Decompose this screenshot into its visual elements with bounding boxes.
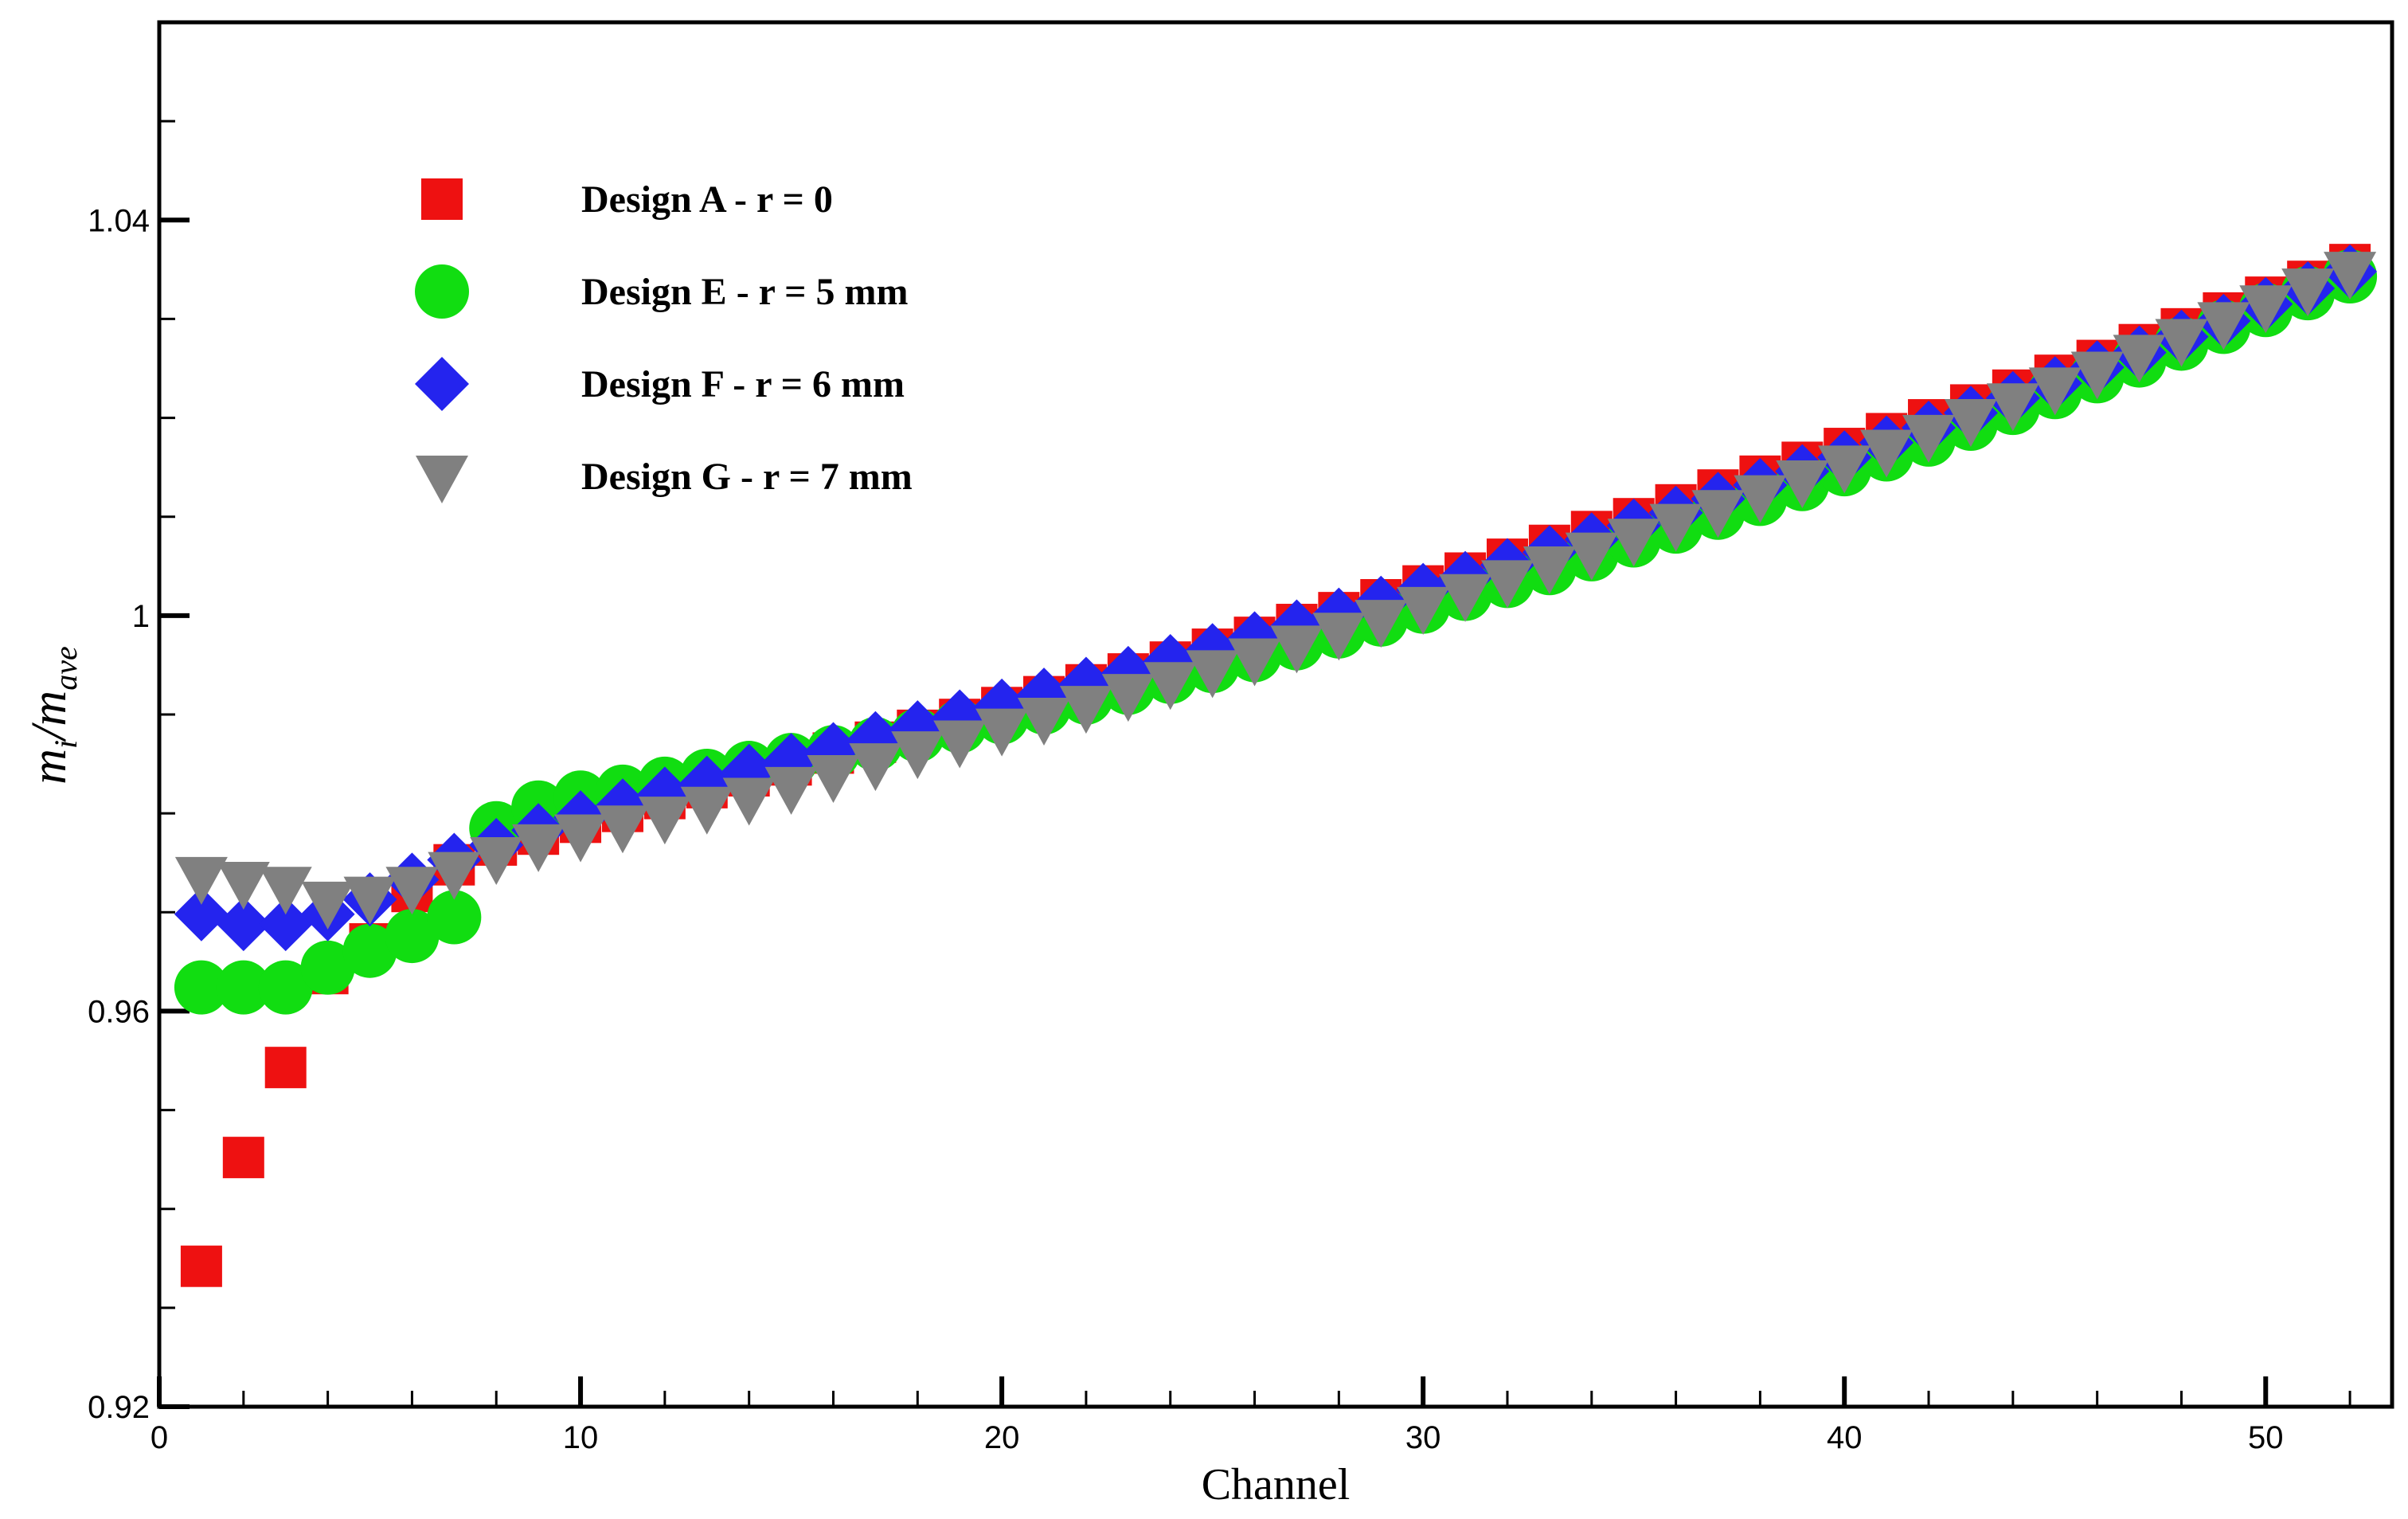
y-title-m2: m [22,691,76,726]
data-point [259,867,312,915]
y-tick-label: 0.96 [88,994,150,1029]
y-tick-label: 0.92 [88,1390,150,1425]
data-point [428,852,481,900]
data-point [258,897,313,952]
data-point [385,909,440,964]
x-tick-label: 10 [563,1420,599,1455]
data-point [1607,519,1660,567]
series-layer [174,244,2378,1287]
y-tick-label: 1.04 [88,203,150,238]
data-point [174,960,229,1015]
legend: Design A - r = 0 Design E - r = 5 mm Desig… [415,178,913,503]
y-title-sub-ave: ave [48,646,84,691]
data-point [807,754,860,803]
legend-marker [421,178,463,220]
data-point [1902,414,1956,463]
y-tick-label: 1 [132,599,150,634]
data-point [1986,383,2039,432]
x-tick-label: 30 [1405,1420,1441,1455]
legend-label: Design F - r = 6 mm [581,363,905,405]
data-point [1649,503,1702,552]
ticks-layer: 0 10 20 30 40 50 0.92 0.96 1 1.04 [88,21,2351,1455]
data-point [1270,625,1323,674]
x-tick-label: 40 [1827,1420,1863,1455]
data-point [764,766,818,815]
data-point [1818,445,1871,494]
data-point [174,856,228,905]
data-point [1228,638,1281,687]
data-point [385,867,439,915]
data-point [216,897,271,952]
data-point [1776,460,1829,509]
data-point [301,881,354,930]
data-point [637,766,692,821]
legend-label: Design G - r = 7 mm [581,456,913,498]
data-point [596,805,649,854]
data-point [1018,697,1071,746]
data-point [680,786,733,835]
data-point [2155,319,2208,367]
data-point [1397,586,1450,635]
data-point [2281,268,2335,317]
y-title-sub-i: i [48,740,84,749]
data-point [512,824,565,872]
svg-text:mi/mave: mi/mave [22,646,84,784]
data-point [1944,399,1997,448]
data-point [217,862,270,910]
legend-marker [415,264,469,319]
data-point [2239,285,2293,334]
data-point [470,837,523,886]
data-point [216,960,271,1015]
data-point [1354,600,1408,648]
data-point [264,1047,307,1089]
data-point [1059,686,1112,734]
data-point [1312,613,1366,661]
data-point [2070,351,2124,400]
data-point [1101,674,1155,722]
data-point [2324,252,2377,300]
data-point [427,890,482,945]
data-point [1439,574,1492,622]
data-point [222,1137,264,1179]
legend-marker [416,456,468,503]
data-point [2197,302,2250,350]
data-point [300,940,355,995]
x-tick-label: 0 [150,1420,168,1455]
data-point [258,960,313,1015]
data-point [2028,367,2082,416]
data-point [1734,475,1787,523]
data-point [1480,560,1534,609]
data-point [342,923,397,978]
data-point [1565,532,1618,581]
data-point [1691,490,1745,538]
data-point [1143,662,1197,711]
plot-frame [157,20,2394,1409]
series-3 [174,252,2377,930]
x-tick-label: 20 [984,1420,1020,1455]
data-point [722,777,776,826]
data-point [2113,335,2166,383]
data-point [933,720,987,769]
data-point [891,731,944,780]
data-point [638,797,691,845]
y-title-m1: m [22,749,76,785]
data-point [1186,650,1239,699]
data-point [554,814,608,863]
data-point [180,1245,222,1287]
legend-label: Design A - r = 0 [581,178,833,221]
data-point [1523,546,1576,595]
legend-marker [415,357,469,411]
data-point [1860,429,1914,478]
x-tick-label: 50 [2248,1420,2284,1455]
legend-label: Design E - r = 5 mm [581,271,908,313]
data-point [343,876,397,925]
x-axis-title: Channel [1202,1460,1351,1509]
y-axis-title: mi/mave [22,646,84,784]
data-point [849,743,902,792]
data-point [975,708,1029,757]
data-point [174,887,229,942]
